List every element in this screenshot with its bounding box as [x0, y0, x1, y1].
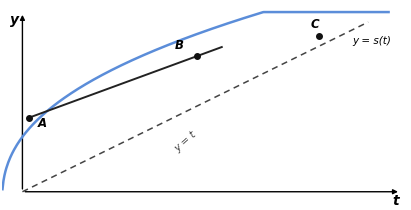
Text: A: A: [38, 117, 47, 130]
Text: y: y: [10, 13, 19, 27]
Text: y = s(t): y = s(t): [352, 36, 391, 46]
Text: t: t: [392, 194, 399, 208]
Text: B: B: [175, 38, 184, 51]
Text: C: C: [311, 18, 320, 30]
Text: y = t: y = t: [173, 130, 199, 154]
